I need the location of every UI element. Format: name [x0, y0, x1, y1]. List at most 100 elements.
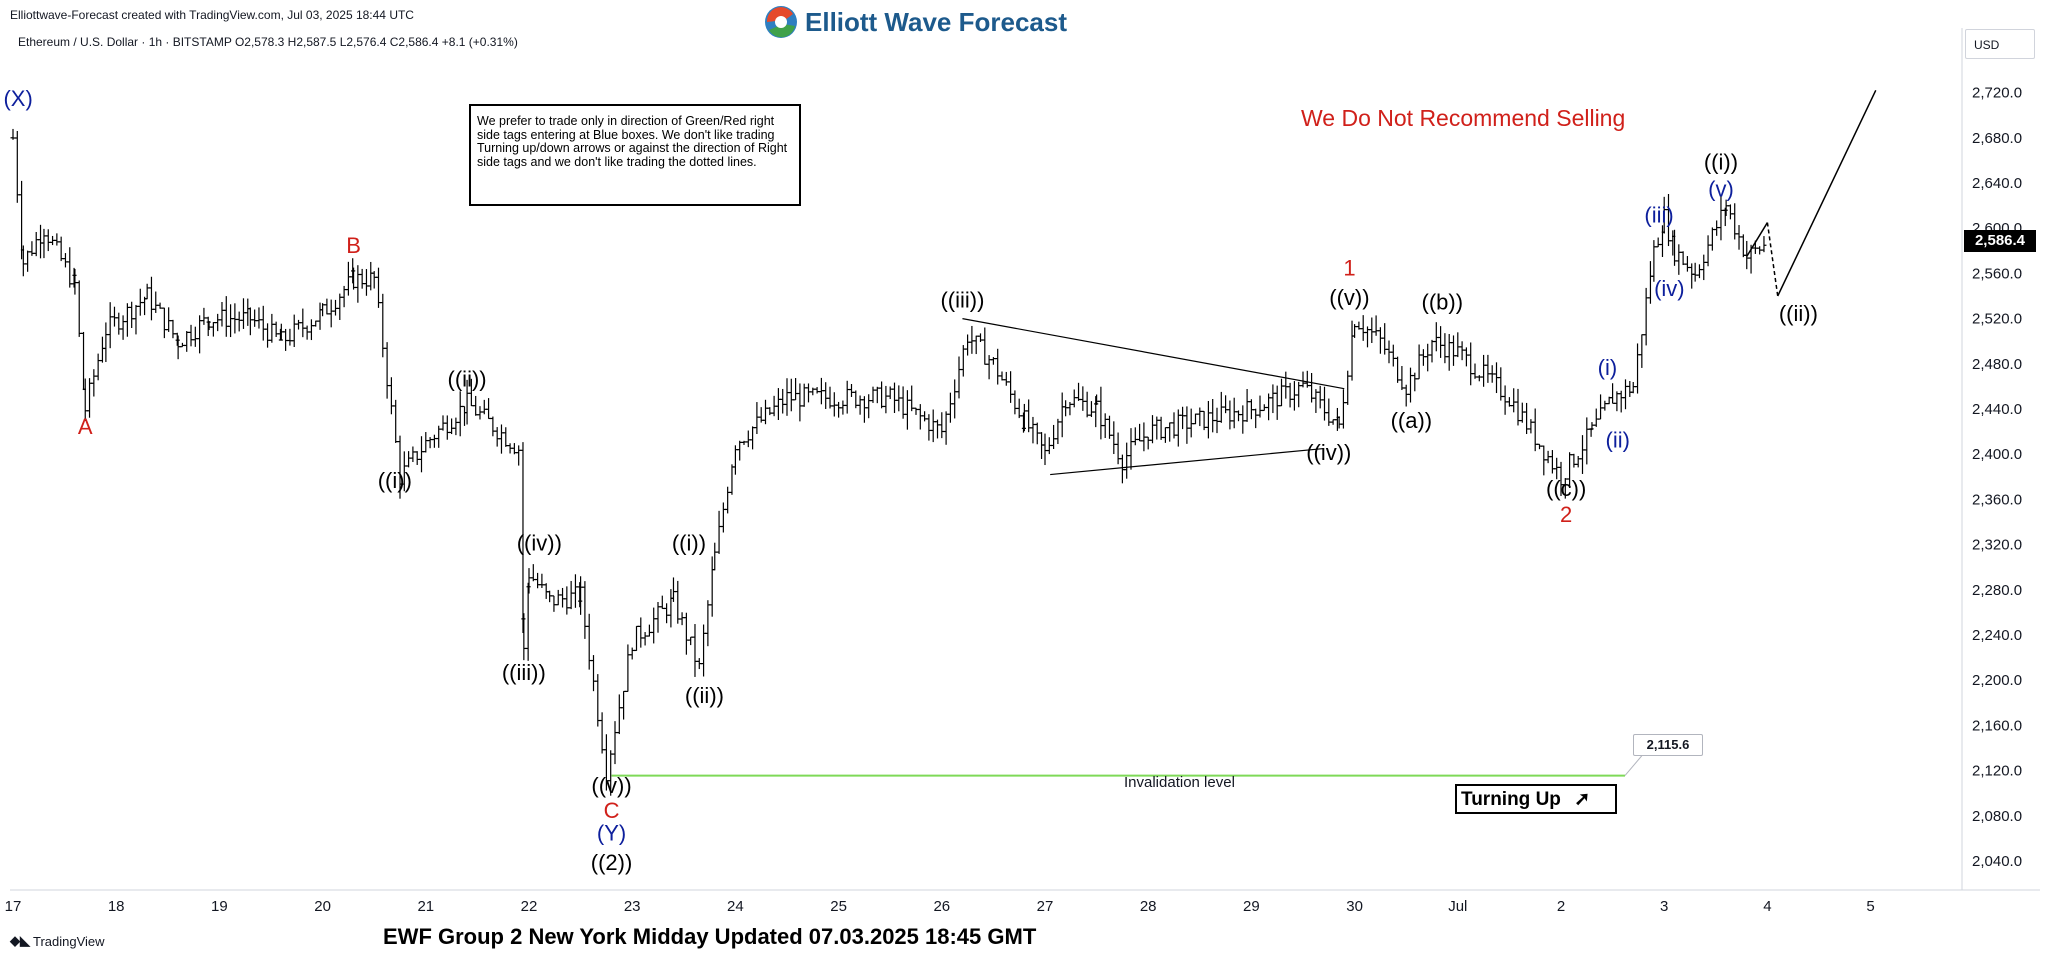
y-tick-label: 2,280.0: [1972, 582, 2022, 599]
currency-selector[interactable]: USD: [1965, 29, 2035, 59]
ohlc-bar: [486, 398, 492, 420]
projection-segment: [1777, 90, 1877, 297]
y-tick-label: 2,320.0: [1972, 537, 2022, 554]
ohlc-bar: [725, 486, 731, 514]
y-tick-label: 2,200.0: [1972, 672, 2022, 689]
ohlc-bar: [371, 271, 377, 289]
ohlc-bar: [210, 321, 216, 337]
ohlc-bar: [1643, 287, 1649, 346]
ohlc-bar: [1588, 428, 1594, 437]
ohlc-bar: [20, 245, 26, 277]
ohlc-bar: [1076, 382, 1082, 401]
ohlc-bar: [1360, 315, 1366, 341]
ohlc-bar: [939, 412, 945, 439]
ohlc-bar: [1137, 423, 1143, 442]
ohlc-bar: [1532, 408, 1538, 452]
symbol-ohlc-line[interactable]: Ethereum / U.S. Dollar · 1h · BITSTAMP O…: [18, 35, 518, 49]
tradingview-logo-text: TradingView: [33, 933, 105, 949]
ohlc-bar: [1322, 386, 1327, 421]
wave-label: ((b)): [1422, 290, 1464, 315]
ohlc-bar: [836, 401, 842, 418]
wave-label: ((ii)): [1779, 301, 1818, 326]
ohlc-bar: [683, 612, 689, 655]
ohlc-bar: [1141, 422, 1147, 452]
ohlc-bar: [1736, 225, 1742, 250]
wave-label: (ii): [1606, 427, 1630, 452]
ohlc-bar: [879, 381, 885, 409]
wave-label: A: [78, 414, 93, 439]
x-tick-label: 2: [1557, 898, 1565, 915]
ohlc-bar: [1365, 326, 1370, 348]
triangle-lower-line: [1050, 447, 1324, 476]
ohlc-bar: [716, 510, 722, 554]
y-tick-label: 2,240.0: [1972, 627, 2022, 644]
ohlc-bar: [337, 293, 343, 320]
wave-label: ((iii)): [502, 660, 546, 685]
ohlc-bar: [137, 288, 143, 316]
ohlc-bar: [1705, 235, 1711, 267]
ohlc-bar: [252, 309, 258, 327]
ohlc-bar: [1046, 437, 1052, 455]
ohlc-bar: [1167, 422, 1173, 442]
ohlc-bar: [99, 336, 105, 363]
ohlc-bar: [1124, 442, 1130, 479]
ohlc-bar: [219, 301, 225, 327]
tradingview-logo[interactable]: ◆◣ TradingView: [10, 933, 105, 949]
ohlc-bar: [625, 644, 631, 693]
ohlc-bar: [228, 304, 234, 338]
ohlc-bar: [1420, 349, 1426, 366]
y-tick-label: 2,640.0: [1972, 175, 2022, 192]
ohlc-bar: [296, 319, 302, 330]
ohlc-bar: [909, 385, 915, 412]
ohlc-bar: [29, 241, 35, 256]
ohlc-bar: [481, 399, 487, 415]
ohlc-bar: [376, 267, 381, 308]
ohlc-bar: [1689, 263, 1695, 289]
x-tick-label: 30: [1346, 898, 1363, 915]
ohlc-bar: [1593, 408, 1599, 427]
y-tick-label: 2,080.0: [1972, 808, 2022, 825]
wave-label: ((iv)): [517, 530, 562, 555]
ohlc-bar: [427, 437, 433, 449]
ohlc-bar: [148, 276, 154, 321]
arrow-up-right-icon: ➚: [1574, 789, 1591, 810]
ohlc-bar: [701, 624, 707, 677]
ohlc-bar: [490, 416, 496, 437]
ohlc-bar: [380, 293, 386, 358]
ohlc-bar: [629, 647, 635, 660]
ohlc-bar: [179, 342, 185, 348]
ohlc-bar: [1244, 389, 1250, 422]
ohlc-bar: [192, 326, 198, 347]
ohlc-bar: [1416, 344, 1422, 380]
ohlc-bar: [555, 589, 561, 606]
ohlc-bar: [142, 296, 148, 316]
ohlc-bar: [1223, 395, 1229, 414]
ohlc-bar: [535, 572, 541, 589]
ohlc-bar: [551, 595, 557, 612]
ohlc-bar: [341, 285, 347, 308]
wave-label: ((iv)): [1306, 440, 1351, 465]
ohlc-bar: [507, 443, 513, 454]
ohlc-bar: [120, 315, 126, 340]
x-tick-label: 27: [1037, 898, 1054, 915]
ohlc-bar: [668, 589, 674, 628]
ohlc-bar: [679, 612, 685, 626]
ohlc-bar: [861, 396, 867, 423]
wave-label: B: [346, 233, 361, 258]
ohlc-bar: [1519, 402, 1525, 423]
ohlc-bar: [1373, 315, 1379, 336]
wave-label: (X): [3, 86, 32, 111]
ohlc-bar: [969, 325, 975, 354]
ewf-logo-icon: [765, 6, 797, 38]
y-tick-label: 2,040.0: [1972, 853, 2022, 870]
ohlc-bar: [582, 581, 588, 639]
ohlc-bar: [1119, 454, 1125, 484]
ohlc-bar: [206, 321, 212, 331]
ohlc-bar: [1111, 421, 1117, 455]
ohlc-bar: [754, 402, 760, 435]
ohlc-bar: [1498, 367, 1504, 401]
x-tick-label: 28: [1140, 898, 1157, 915]
ohlc-bar: [572, 574, 578, 608]
ohlc-bar: [990, 357, 996, 365]
